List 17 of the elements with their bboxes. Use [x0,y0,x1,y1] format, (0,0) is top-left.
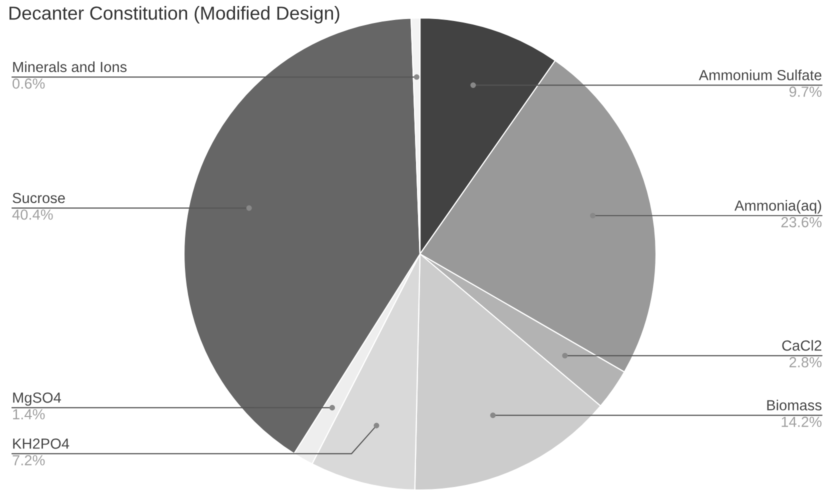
slice-label: CaCl2 [782,340,822,351]
chart-title: Decanter Constitution (Modified Design) [10,6,340,24]
slice-label: Minerals and Ions [13,61,127,72]
data-label: 0.6% [12,78,45,89]
slice-label: Ammonia(aq) [734,200,822,214]
data-label: 7.2% [12,455,45,466]
slice-label: MgSO4 [13,392,62,406]
slice-label: Biomass [767,400,822,410]
data-label: 9.7% [789,86,822,97]
data-label: 23.6% [781,217,822,228]
slice-label: KH2PO4 [13,438,70,449]
slice-label: Sucrose [12,192,65,204]
data-label: 1.4% [13,409,45,420]
slice-label: Ammonium Sulfate [698,70,822,80]
data-label: 40.4% [12,209,53,220]
data-label: 14.2% [782,416,822,427]
data-label: 2.8% [789,357,822,368]
